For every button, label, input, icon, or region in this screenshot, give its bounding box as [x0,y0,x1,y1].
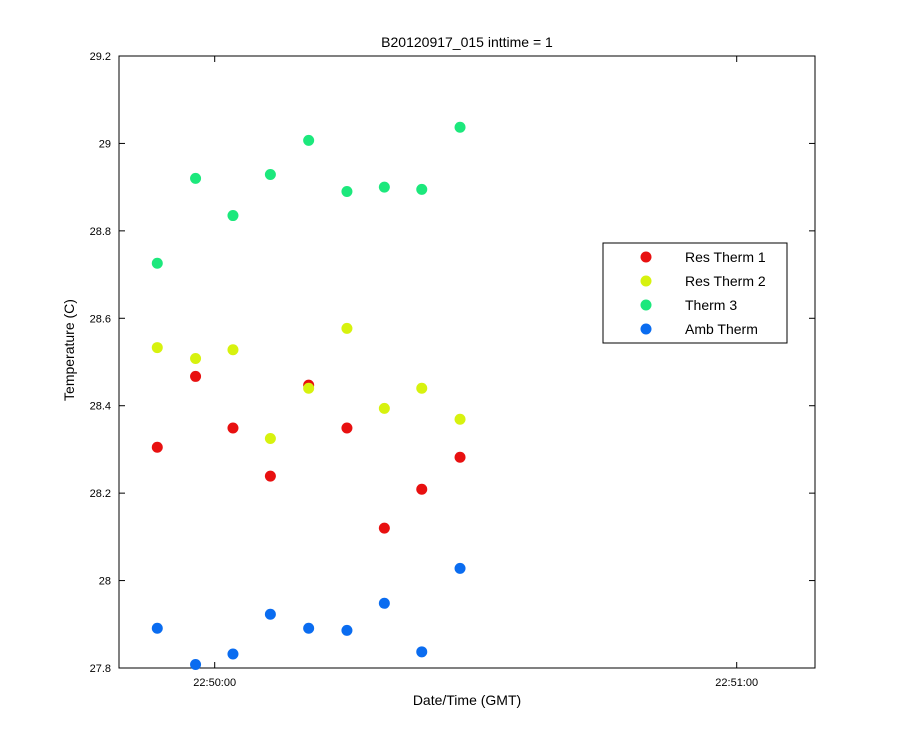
data-point [454,121,466,133]
data-point [151,342,163,354]
data-point [264,608,276,620]
y-tick-label: 29 [99,138,111,150]
y-tick-label: 28.6 [90,313,111,325]
data-point [378,522,390,534]
data-point [303,622,315,634]
data-point [341,322,353,334]
legend-label: Res Therm 2 [685,273,766,289]
legend-label: Amb Therm [685,321,758,337]
data-point [190,370,202,382]
data-point [416,646,428,658]
data-point [341,186,353,198]
x-axis-label: Date/Time (GMT) [413,692,521,708]
data-point [227,344,239,356]
y-tick-label: 28.8 [90,226,111,238]
legend-label: Res Therm 1 [685,249,766,265]
y-axis: 27.8 28 28.2 28.4 28.6 28.8 29 29.2 [90,51,815,675]
legend-marker [640,251,652,263]
data-point [378,181,390,193]
series-therm-3 [151,121,466,269]
data-point [303,134,315,146]
data-point [454,413,466,425]
y-axis-label: Temperature (C) [61,299,77,401]
data-point [190,353,202,365]
data-point [151,441,163,453]
data-point [378,402,390,414]
data-point [264,470,276,482]
data-point [264,433,276,444]
data-point [227,210,239,222]
data-point [341,422,353,434]
chart-title: B20120917_015 inttime = 1 [381,34,553,50]
data-point [454,451,466,463]
series-res-therm-2 [151,322,466,444]
data-points [151,121,466,671]
y-tick-label: 29.2 [90,51,111,63]
data-point [190,659,202,671]
data-point [264,168,276,180]
legend-marker [640,323,652,335]
legend: Res Therm 1 Res Therm 2 Therm 3 Amb Therm [602,242,788,344]
data-point [341,624,353,636]
x-tick-label: 22:50:00 [193,677,236,689]
legend-marker [640,299,652,311]
y-tick-label: 28.2 [90,488,111,500]
legend-box [602,242,788,344]
data-point [378,597,390,609]
data-point [227,648,239,660]
x-tick-label: 22:51:00 [715,677,758,689]
data-point [416,382,428,394]
legend-marker [640,275,652,287]
data-point [151,622,163,634]
data-point [227,422,239,434]
y-tick-label: 27.8 [90,663,111,675]
data-point [303,382,315,394]
series-amb-therm [151,562,466,671]
data-point [454,562,466,574]
y-tick-label: 28.4 [90,401,111,413]
plot-area [118,55,816,669]
x-axis: 22:50:00 22:51:00 [193,56,758,689]
data-point [416,483,428,495]
legend-label: Therm 3 [685,297,737,313]
data-point [151,257,163,269]
data-point [190,172,202,184]
y-tick-label: 28 [99,576,111,588]
data-point [416,183,428,195]
